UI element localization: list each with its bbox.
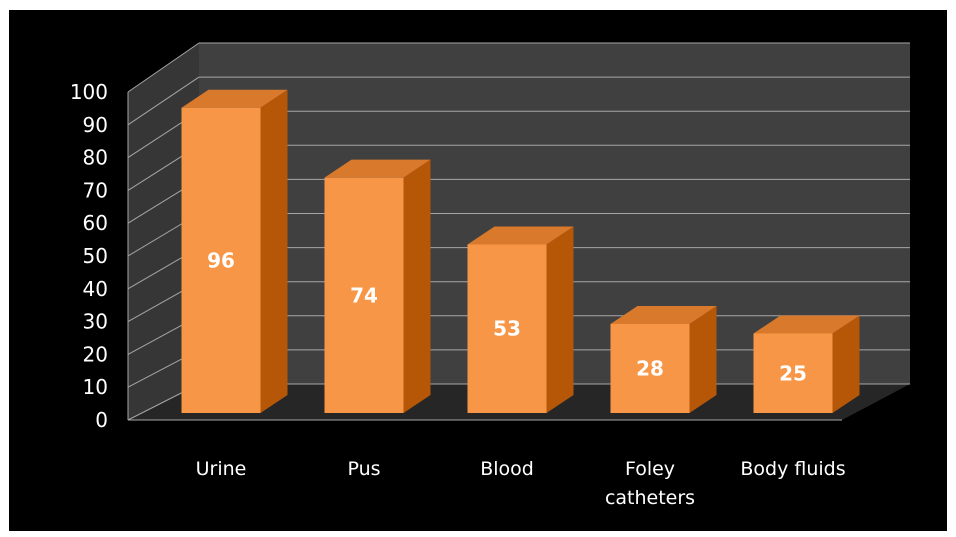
x-tick-label: catheters	[605, 487, 695, 509]
bar-side	[403, 159, 431, 413]
bar-top	[467, 226, 574, 245]
bar-side	[832, 315, 860, 413]
x-tick-label: Urine	[196, 458, 247, 480]
x-tick-label: Pus	[347, 458, 380, 480]
chart-area: 0 10 20 30 40 50 60 70 80 90 100 96 Urine 74 Pus 53 Bloo…	[9, 10, 947, 531]
y-tick-label: 100	[70, 80, 108, 104]
bar-side	[260, 89, 288, 413]
bar-top	[324, 159, 431, 178]
data-label: 96	[207, 248, 235, 272]
y-tick-label: 60	[83, 211, 108, 235]
x-tick-label: Foley	[625, 458, 675, 480]
x-tick-label: Body fluids	[740, 458, 845, 480]
bar	[753, 333, 833, 413]
y-tick-label: 10	[83, 375, 108, 399]
bar-top	[753, 315, 860, 334]
y-tick-label: 0	[95, 408, 108, 432]
x-tick-label: Blood	[480, 458, 534, 480]
y-tick-label: 50	[83, 244, 108, 268]
data-label: 25	[779, 361, 807, 385]
data-label: 53	[493, 317, 521, 341]
bar	[610, 323, 690, 413]
data-label: 28	[636, 356, 664, 380]
bar-top	[181, 89, 288, 108]
bar	[467, 244, 547, 413]
y-tick-label: 80	[83, 146, 108, 170]
y-tick-label: 90	[83, 113, 108, 137]
bar	[324, 177, 404, 413]
data-label: 74	[350, 283, 378, 307]
gridline-side	[127, 76, 200, 126]
bar-side	[689, 305, 717, 413]
bar-top	[610, 305, 717, 324]
bar	[181, 107, 261, 413]
y-tick-label: 20	[83, 342, 108, 366]
y-tick-label: 40	[83, 277, 108, 301]
bar-side	[546, 226, 574, 413]
gridline-side	[127, 42, 200, 93]
bar-chart: 0 10 20 30 40 50 60 70 80 90 100 96 Urine 74 Pus 53 Bloo…	[70, 42, 910, 509]
y-tick-label: 70	[83, 178, 108, 202]
y-tick-label: 30	[83, 310, 108, 334]
